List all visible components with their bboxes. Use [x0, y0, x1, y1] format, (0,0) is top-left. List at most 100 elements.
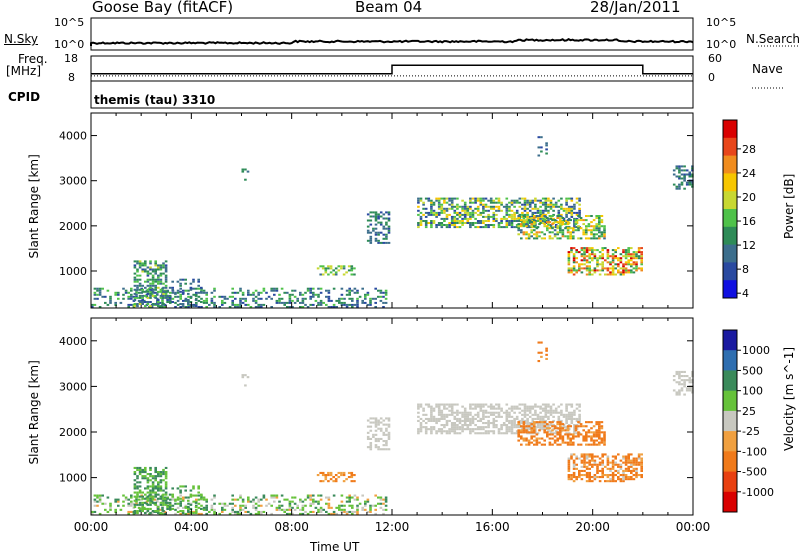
- power-echo-cell: [476, 205, 480, 208]
- velocity-echo-cell: [456, 403, 459, 406]
- power-echo-cell: [456, 205, 459, 208]
- power-echo-cell: [595, 215, 598, 217]
- velocity-echo-cell: [270, 504, 273, 507]
- power-echo-cell: [683, 179, 686, 182]
- velocity-echo-cell: [179, 494, 182, 497]
- power-echo-cell: [443, 197, 446, 200]
- velocity-echo-cell: [505, 411, 509, 414]
- velocity-echo-cell: [347, 476, 351, 479]
- velocity-echo-cell: [680, 375, 684, 378]
- velocity-echo-cell: [419, 403, 423, 406]
- velocity-echo-cell: [469, 424, 472, 427]
- velocity-echo-cell: [577, 425, 580, 428]
- velocity-echo-cell: [417, 419, 420, 422]
- power-echo-cell: [551, 231, 554, 234]
- velocity-echo-cell: [466, 411, 470, 414]
- power-echo-cell: [151, 278, 155, 281]
- velocity-echo-cell: [598, 435, 601, 438]
- velocity-echo-cell: [382, 433, 386, 436]
- freq-tick-bottom: 8: [68, 71, 75, 84]
- velocity-echo-cell: [502, 411, 506, 414]
- velocity-echo-cell: [536, 424, 540, 427]
- power-echo-cell: [130, 295, 133, 298]
- velocity-echo-cell: [366, 446, 370, 449]
- power-echo-cell: [387, 225, 391, 228]
- velocity-echo-cell: [534, 413, 537, 416]
- velocity-echo-cell: [635, 474, 638, 477]
- power-echo-cell: [448, 222, 451, 224]
- velocity-echo-cell: [548, 437, 552, 440]
- velocity-echo-cell: [536, 413, 540, 416]
- velocity-echo-cell: [531, 405, 535, 408]
- power-echo-cell: [565, 213, 568, 216]
- power-echo-cell: [218, 295, 221, 298]
- velocity-echo-cell: [595, 421, 598, 424]
- velocity-echo-cell: [424, 428, 428, 431]
- velocity-echo-cell: [596, 467, 599, 470]
- power-echo-cell: [585, 259, 589, 262]
- power-echo-cell: [174, 292, 177, 295]
- power-echo-cell: [149, 266, 152, 269]
- velocity-echo-cell: [683, 393, 686, 396]
- power-echo-cell: [345, 306, 349, 308]
- velocity-echo-cell: [356, 504, 359, 507]
- velocity-echo-cell: [450, 424, 454, 427]
- power-echo-cell: [385, 211, 388, 214]
- velocity-echo-cell: [624, 478, 628, 481]
- power-echo-cell: [91, 303, 94, 306]
- velocity-echo-cell: [197, 498, 201, 501]
- velocity-echo-cell: [544, 413, 548, 416]
- velocity-echo-cell: [377, 496, 380, 499]
- power-echo-cell: [327, 295, 331, 298]
- velocity-echo-cell: [257, 498, 260, 501]
- velocity-echo-cell: [374, 446, 378, 449]
- power-echo-cell: [236, 291, 240, 294]
- velocity-echo-cell: [543, 429, 546, 432]
- power-echo-cell: [244, 299, 247, 302]
- velocity-echo-cell: [288, 502, 292, 505]
- velocity-echo-cell: [578, 474, 581, 477]
- velocity-echo-cell: [635, 469, 638, 472]
- velocity-echo-cell: [561, 427, 565, 430]
- velocity-echo-cell: [136, 493, 139, 496]
- power-echo-cell: [471, 211, 475, 214]
- power-echo-cell: [417, 222, 420, 224]
- velocity-echo-cell: [443, 403, 446, 406]
- power-echo-cell: [482, 215, 485, 218]
- power-echo-cell: [130, 289, 133, 292]
- velocity-echo-cell: [672, 379, 676, 382]
- power-echo-cell: [189, 295, 193, 298]
- power-echo-cell: [166, 299, 169, 301]
- power-echo-cell: [617, 269, 620, 272]
- velocity-echo-cell: [533, 423, 536, 426]
- velocity-echo-cell: [301, 508, 305, 511]
- power-echo-cell: [385, 233, 388, 236]
- power-echo-cell: [572, 259, 576, 262]
- velocity-colorbar-tick-label: -25: [742, 425, 760, 438]
- power-echo-cell: [430, 209, 433, 212]
- power-echo-cell: [374, 211, 378, 214]
- power-echo-cell: [366, 213, 370, 216]
- power-echo-cell: [316, 267, 320, 270]
- power-echo-cell: [614, 257, 617, 260]
- velocity-echo-cell: [133, 510, 137, 513]
- power-echo-cell: [162, 303, 165, 305]
- velocity-echo-cell: [168, 505, 172, 508]
- velocity-echo-cell: [96, 500, 99, 503]
- power-echo-cell: [377, 231, 380, 234]
- velocity-echo-cell: [505, 403, 509, 406]
- velocity-echo-cell: [138, 473, 142, 476]
- power-echo-cell: [144, 260, 147, 263]
- velocity-echo-cell: [595, 433, 598, 436]
- velocity-echo-cell: [109, 504, 112, 507]
- power-echo-cell: [588, 269, 591, 272]
- velocity-echo-cell: [575, 424, 579, 427]
- power-echo-cell: [159, 294, 163, 297]
- velocity-echo-cell: [617, 453, 620, 456]
- power-echo-cell: [614, 267, 617, 270]
- power-echo-cell: [573, 205, 576, 208]
- velocity-echo-cell: [463, 424, 467, 427]
- power-echo-cell: [466, 205, 470, 208]
- velocity-echo-cell: [482, 426, 485, 429]
- power-echo-cell: [348, 303, 351, 306]
